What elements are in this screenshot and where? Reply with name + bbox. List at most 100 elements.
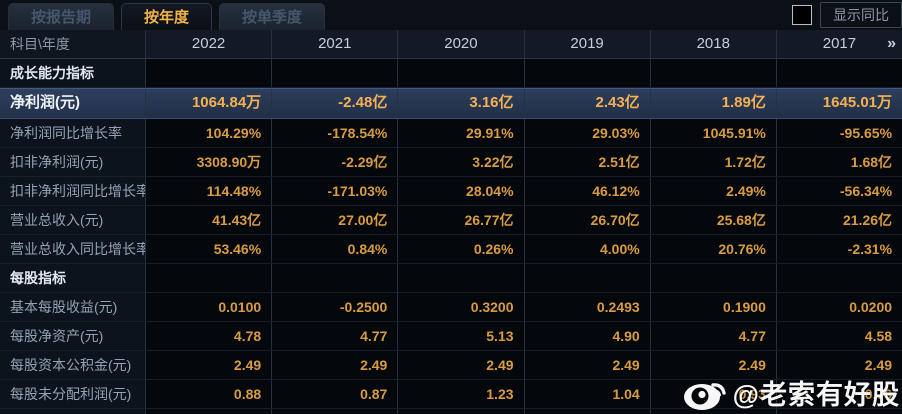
row-label: 基本每股收益(元) [0, 293, 145, 321]
cell-value: 1045.91% [649, 119, 776, 147]
cell-value: -171.03% [271, 177, 398, 205]
cell-value: 2.49 [145, 351, 272, 379]
year-header-2018: 2018 [649, 30, 776, 58]
table-row[interactable]: 每股净资产(元) 4.78 4.77 5.13 4.90 4.77 4.58 [0, 322, 902, 351]
cell-value: 0.0100 [145, 293, 272, 321]
show-yoy-checkbox[interactable] [792, 5, 812, 25]
cell-value: 29.91% [397, 119, 524, 147]
row-label: 扣非净利润同比增长率 [0, 177, 145, 205]
row-label: 每股指标 [0, 264, 145, 292]
cell-value: 3308.90万 [145, 148, 272, 176]
tab-report-period[interactable]: 按报告期 [8, 3, 115, 30]
cell-value: 27.00亿 [271, 206, 398, 234]
cell-value [775, 59, 902, 87]
cell-value: 0.2493 [523, 293, 650, 321]
row-label: 营业总收入同比增长率 [0, 235, 145, 263]
row-label: 净利润(元) [0, 89, 145, 118]
table-row[interactable]: 基本每股收益(元) 0.0100 -0.2500 0.3200 0.2493 0.1900… [0, 293, 902, 322]
row-label: 成长能力指标 [0, 59, 145, 87]
cell-value: 1.72亿 [649, 148, 776, 176]
cell-value: 4.77 [271, 322, 398, 350]
table-row[interactable]: 净利润同比增长率 104.29% -178.54% 29.91% 29.03% 1045.… [0, 119, 902, 148]
table-row[interactable]: 营业总收入同比增长率 53.46% 0.84% 0.26% 4.00% 20.76% -2.… [0, 235, 902, 264]
cell-value: 0.25 [271, 409, 398, 414]
cell-value: 4.58 [775, 322, 902, 350]
cell-value: 5.13 [397, 322, 524, 350]
cell-value: 28.04% [397, 177, 524, 205]
cell-value: -178.54% [271, 119, 398, 147]
row-label: 净利润同比增长率 [0, 119, 145, 147]
cell-value: 0.26% [397, 235, 524, 263]
year-header-2017: 2017» [775, 30, 902, 58]
cell-value: -95.65% [775, 119, 902, 147]
cell-value: 26.70亿 [523, 206, 650, 234]
table-row[interactable]: 每股未分配利润(元) 0.88 0.87 1.23 1.04 0.93 0.76 [0, 380, 902, 409]
more-years-icon[interactable]: » [887, 35, 896, 52]
cell-value: 2.49 [271, 351, 398, 379]
cell-value: 29.03% [523, 119, 650, 147]
table-row[interactable]: 净利润(元) 1064.84万 -2.48亿 3.16亿 2.43亿 1.89亿 1645.… [0, 88, 902, 119]
cell-value [145, 264, 272, 292]
cell-value [775, 409, 902, 414]
cell-value: 3.16亿 [397, 89, 524, 118]
cell-value [271, 59, 398, 87]
corner-header: 科目\年度 [0, 30, 145, 58]
cell-value: 21.26亿 [775, 206, 902, 234]
row-label: 每股未分配利润(元) [0, 380, 145, 408]
table-row[interactable]: 每股经营现金流(元)0.030.250.520.360 [0, 409, 902, 414]
cell-value: 1.89亿 [649, 89, 776, 118]
cell-value: 0.36 [523, 409, 650, 414]
cell-value: -2.31% [775, 235, 902, 263]
cell-value [649, 264, 776, 292]
row-label: 扣非净利润(元) [0, 148, 145, 176]
cell-value: 0.93 [649, 380, 776, 408]
table-row[interactable]: 扣非净利润(元) 3308.90万 -2.29亿 3.22亿 2.51亿 1.72亿 1.6… [0, 148, 902, 177]
cell-value: 4.77 [649, 322, 776, 350]
section-row[interactable]: 每股指标 [0, 264, 902, 293]
cell-value: 25.68亿 [649, 206, 776, 234]
cell-value: 3.22亿 [397, 148, 524, 176]
cell-value: 104.29% [145, 119, 272, 147]
cell-value: 0.0200 [775, 293, 902, 321]
cell-value: 1.23 [397, 380, 524, 408]
cell-value: -2.48亿 [271, 89, 398, 118]
cell-value: 2.49 [523, 351, 650, 379]
row-label: 营业总收入(元) [0, 206, 145, 234]
row-label: 每股经营现金流(元) [0, 409, 145, 414]
table-header-row: 科目\年度 2022 2021 2020 2019 2018 2017» [0, 30, 902, 59]
period-tabbar: 按报告期 按年度 按单季度 显示同比 [0, 0, 902, 30]
cell-value: 46.12% [523, 177, 650, 205]
table-row[interactable]: 扣非净利润同比增长率 114.48% -171.03% 28.04% 46.12% 2.4… [0, 177, 902, 206]
tab-annual[interactable]: 按年度 [121, 3, 213, 30]
cell-value: 26.77亿 [397, 206, 524, 234]
section-row[interactable]: 成长能力指标 [0, 59, 902, 88]
year-header-2019: 2019 [523, 30, 650, 58]
cell-value: 0.87 [271, 380, 398, 408]
cell-value [145, 59, 272, 87]
financial-table: 科目\年度 2022 2021 2020 2019 2018 2017» 成长能力指标 净利… [0, 30, 902, 414]
cell-value [523, 59, 650, 87]
cell-value: 4.78 [145, 322, 272, 350]
cell-value [271, 264, 398, 292]
cell-value: 0.84% [271, 235, 398, 263]
cell-value: 2.49% [649, 177, 776, 205]
cell-value: 114.48% [145, 177, 272, 205]
tab-single-quarter[interactable]: 按单季度 [219, 3, 326, 30]
cell-value: 1.04 [523, 380, 650, 408]
cell-value [523, 264, 650, 292]
cell-value: 2.49 [397, 351, 524, 379]
table-row[interactable]: 每股资本公积金(元) 2.49 2.49 2.49 2.49 2.49 2.49 [0, 351, 902, 380]
cell-value: 4.90 [523, 322, 650, 350]
cell-value: 1645.01万 [775, 89, 902, 118]
cell-value: 2.43亿 [523, 89, 650, 118]
show-yoy-label[interactable]: 显示同比 [820, 2, 902, 28]
row-label: 每股资本公积金(元) [0, 351, 145, 379]
cell-value: 0.88 [145, 380, 272, 408]
table-row[interactable]: 营业总收入(元) 41.43亿 27.00亿 26.77亿 26.70亿 25.68亿 21… [0, 206, 902, 235]
cell-value: 0.76 [775, 380, 902, 408]
year-header-2020: 2020 [397, 30, 523, 58]
cell-value [397, 59, 524, 87]
year-header-2022: 2022 [145, 30, 271, 58]
cell-value: 20.76% [649, 235, 776, 263]
